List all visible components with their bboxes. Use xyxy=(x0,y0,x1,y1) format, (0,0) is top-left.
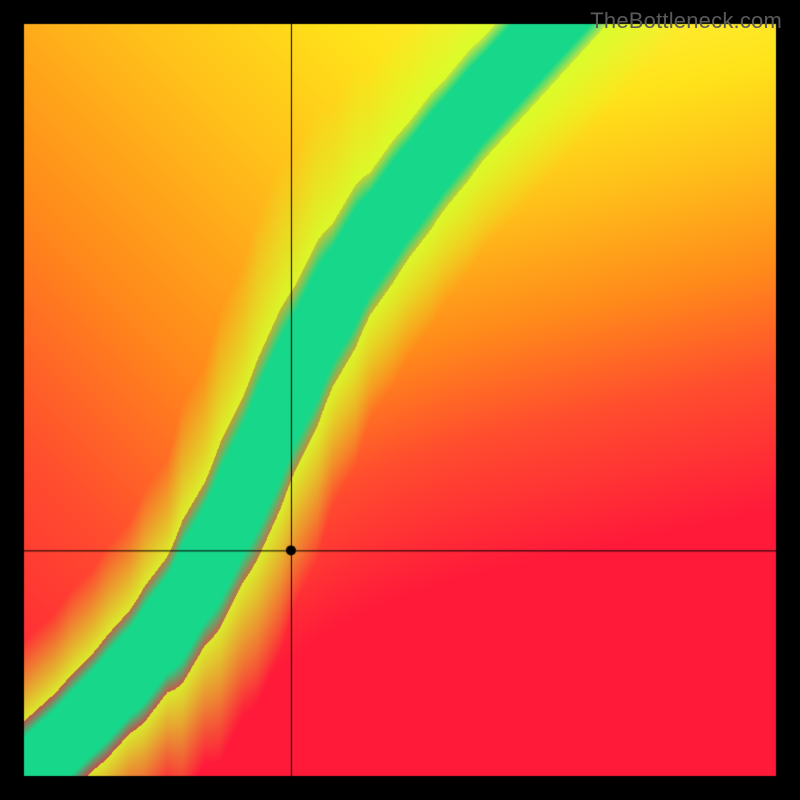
bottleneck-heatmap xyxy=(0,0,800,800)
attribution-label: TheBottleneck.com xyxy=(590,8,782,34)
